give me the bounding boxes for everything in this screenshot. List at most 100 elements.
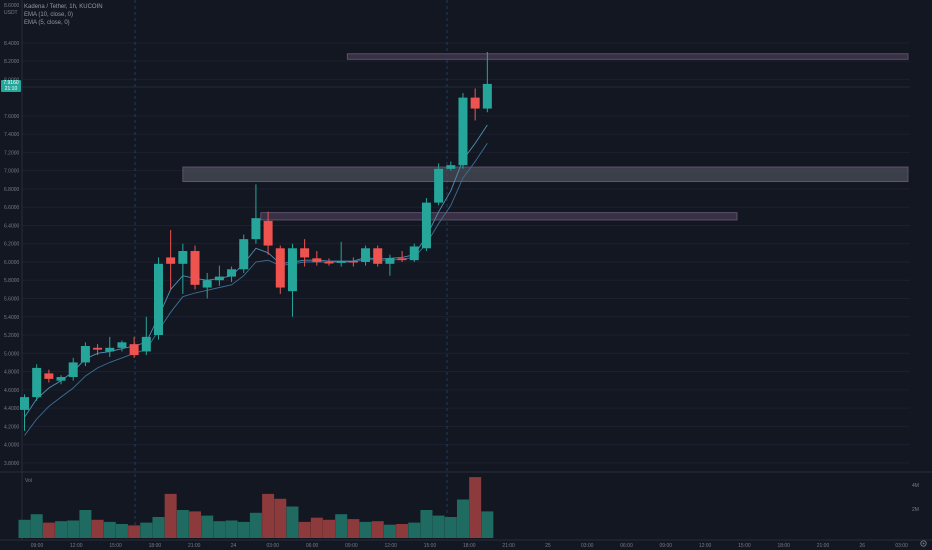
candles-layer <box>20 51 492 431</box>
candle-body <box>202 280 212 288</box>
candle-body <box>458 97 468 166</box>
candle-body <box>373 248 383 264</box>
time-tick-label: 09:00 <box>31 543 44 549</box>
volume-bar <box>189 511 202 538</box>
volume-bar <box>274 498 287 538</box>
volume-bar <box>444 517 457 538</box>
volume-bar <box>323 519 335 538</box>
candle-body <box>227 269 237 277</box>
time-tick-label: 15:00 <box>424 543 437 549</box>
candle-body <box>93 347 103 350</box>
time-tick-label: 21:00 <box>188 543 201 549</box>
volume-bar <box>201 515 214 538</box>
current-price-tag: 7.9160 21:10 <box>1 80 21 92</box>
volume-bar <box>18 519 31 538</box>
candle <box>482 51 492 113</box>
candle-body <box>214 276 224 281</box>
price-tick-label: 5.2000 <box>4 333 20 339</box>
candle <box>166 230 176 290</box>
price-tick-label: 5.0000 <box>4 351 20 357</box>
volume-bar <box>456 499 469 538</box>
candle <box>458 93 468 169</box>
volume-bar <box>310 517 323 538</box>
volume-bar <box>91 519 104 538</box>
candle <box>93 344 103 356</box>
candle-body <box>287 248 297 292</box>
candle <box>141 316 151 356</box>
time-tick-label: 06:00 <box>306 543 319 549</box>
price-tick-label: 6.6000 <box>4 205 20 211</box>
candle-body <box>239 239 249 270</box>
candle <box>324 258 334 266</box>
volume-layer <box>18 477 494 538</box>
price-tick-label: 6.0000 <box>4 260 20 266</box>
candle <box>312 251 322 266</box>
volume-bar <box>128 525 141 538</box>
candle <box>190 245 200 290</box>
candle-body <box>263 220 273 246</box>
price-tick-label: 4.8000 <box>4 370 20 376</box>
gear-icon[interactable] <box>919 539 928 548</box>
time-tick-label: 03:00 <box>267 543 280 549</box>
price-tick-label: 5.8000 <box>4 278 20 284</box>
volume-bar <box>249 512 262 538</box>
candle <box>421 198 431 252</box>
volume-bar <box>140 522 153 538</box>
candle <box>153 257 163 340</box>
candle <box>348 257 358 267</box>
price-zone <box>182 166 909 183</box>
time-tick-label: 12:00 <box>384 543 397 549</box>
volume-bar <box>152 517 165 538</box>
candle <box>287 243 297 317</box>
candle <box>214 265 224 286</box>
time-tick-label: 15:00 <box>738 543 751 549</box>
volume-bar <box>469 477 482 538</box>
price-tick-label: 4.6000 <box>4 388 20 394</box>
candle-body <box>409 246 419 261</box>
candle <box>44 369 54 383</box>
ema-legend-10[interactable]: EMA (10, close, 0) <box>24 12 74 18</box>
time-tick-label: 25 <box>545 543 551 549</box>
price-tick-label: 7.0000 <box>4 169 20 175</box>
candle-body <box>117 342 127 348</box>
volume-bar <box>335 514 348 538</box>
volume-bar <box>30 514 43 538</box>
candle <box>32 364 42 401</box>
time-tick-label: 09:00 <box>660 543 673 549</box>
symbol-title[interactable]: Kadena / Tether, 1h, KUCOIN <box>24 4 103 10</box>
time-tick-label: 21:00 <box>817 543 830 549</box>
candle-body <box>312 258 322 262</box>
candle <box>397 251 407 262</box>
candle <box>300 239 310 267</box>
candle-body <box>482 83 492 109</box>
candle-body <box>44 373 54 379</box>
price-tick-label: 7.4000 <box>4 132 20 138</box>
ema-legend-5[interactable]: EMA (5, close, 0) <box>24 20 70 26</box>
volume-bar <box>67 520 80 538</box>
candle <box>409 243 419 262</box>
time-tick-label: 18:00 <box>463 543 476 549</box>
candle <box>336 241 346 267</box>
zones-layer <box>182 53 909 221</box>
price-tick-label: 7.2000 <box>4 150 20 156</box>
price-tick-label: 3.8000 <box>4 461 20 467</box>
candle <box>129 336 139 358</box>
candle <box>263 211 273 255</box>
candle-body <box>141 336 151 352</box>
candle-body <box>166 257 176 264</box>
volume-bar <box>347 519 360 538</box>
volume-bar <box>225 520 238 538</box>
axis-header: 8.6000 USDT <box>4 3 19 17</box>
candle <box>446 161 456 171</box>
time-tick-label: 18:00 <box>777 543 790 549</box>
volume-bar <box>115 524 128 538</box>
volume-tick-label: 4M <box>912 483 919 489</box>
volume-bar <box>262 493 275 538</box>
candle-body <box>32 367 42 398</box>
candle <box>361 245 371 266</box>
candle-body <box>397 258 407 261</box>
price-tick-label: 7.6000 <box>4 114 20 120</box>
volume-bar <box>103 521 116 538</box>
